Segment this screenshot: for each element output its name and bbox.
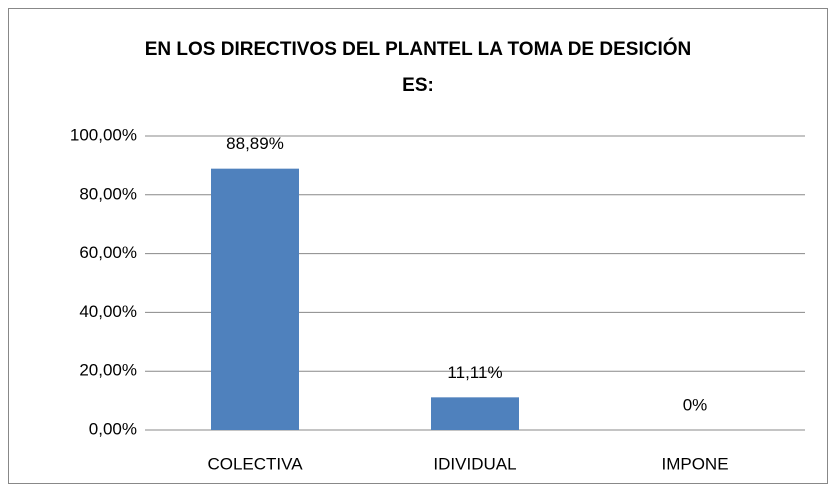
y-tick-label: 60,00% xyxy=(79,243,137,262)
x-tick-label: IMPONE xyxy=(661,454,728,473)
data-label: 0% xyxy=(683,395,708,414)
y-tick-label: 20,00% xyxy=(79,361,137,380)
chart-border xyxy=(8,8,828,484)
bar xyxy=(211,168,299,431)
data-label: 11,11% xyxy=(447,363,502,382)
y-tick-label: 0,00% xyxy=(89,419,137,438)
chart-title: EN LOS DIRECTIVOS DEL PLANTEL LA TOMA DE… xyxy=(144,39,692,96)
y-tick-label: 80,00% xyxy=(79,184,137,203)
x-tick-label: IDIVIDUAL xyxy=(433,454,516,473)
x-tick-label: COLECTIVA xyxy=(207,454,303,473)
y-tick-label: 40,00% xyxy=(79,302,137,321)
y-tick-label: 100,00% xyxy=(70,125,137,144)
data-label: 88,89% xyxy=(226,134,284,153)
bar xyxy=(431,397,519,430)
